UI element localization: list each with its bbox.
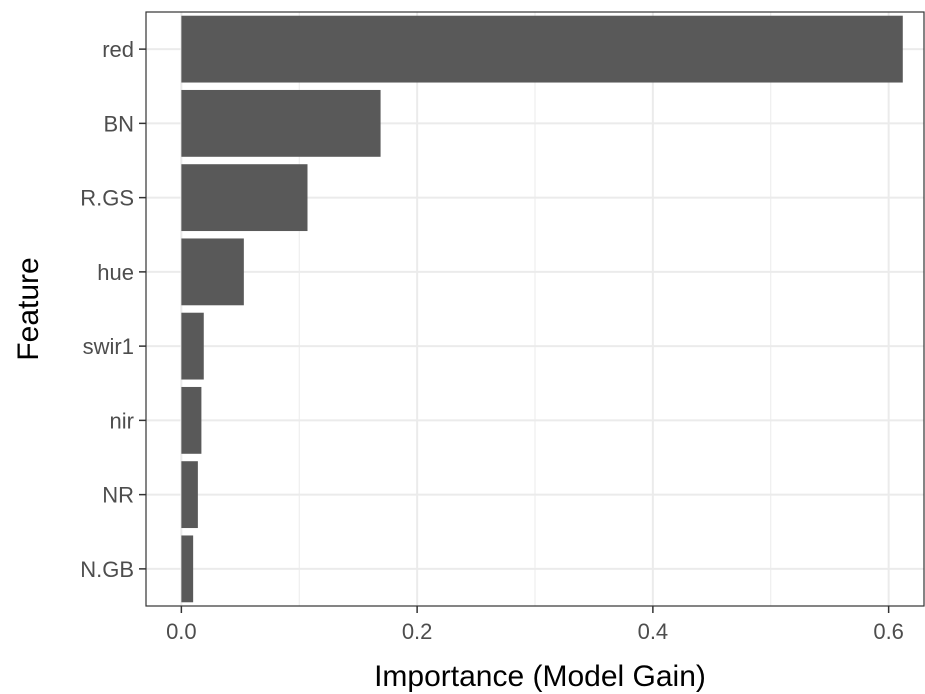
x-axis: 0.0 0.2 0.4 0.6 (166, 606, 904, 644)
panel-border (145, 11, 925, 607)
bar-nr (181, 461, 198, 529)
y-tick-label: BN (103, 111, 134, 136)
bar-r-gs (181, 164, 308, 232)
y-tick-label: hue (97, 260, 134, 285)
bar-hue (181, 238, 244, 306)
y-tick-label: swir1 (83, 334, 134, 359)
y-tick-label: nir (110, 408, 134, 433)
y-axis-title: Feature (12, 257, 45, 360)
bar-nir (181, 386, 202, 454)
x-tick-label: 0.6 (873, 619, 904, 644)
bars (181, 15, 903, 603)
y-axis: red BN R.GS hue swir1 nir NR N.GB (80, 37, 146, 582)
bar-red (181, 15, 903, 83)
x-tick-label: 0.4 (638, 619, 669, 644)
x-tick-label: 0.2 (402, 619, 433, 644)
grid-lines (146, 12, 924, 606)
bar-swir1 (181, 312, 204, 380)
y-tick-label: red (102, 37, 134, 62)
bar-bn (181, 89, 381, 157)
bar-n-gb (181, 535, 194, 603)
x-tick-label: 0.0 (166, 619, 197, 644)
x-axis-title: Importance (Model Gain) (374, 660, 706, 693)
y-tick-label: N.GB (80, 557, 134, 582)
y-tick-label: NR (102, 483, 134, 508)
y-tick-label: R.GS (80, 186, 134, 211)
